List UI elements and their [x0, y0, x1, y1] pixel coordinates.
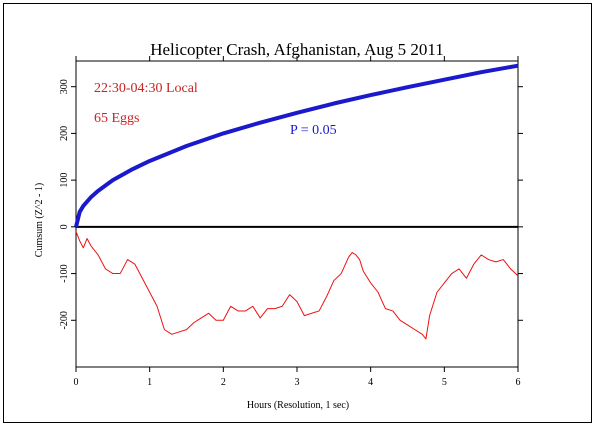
y-tick-label: -200 — [59, 311, 70, 329]
x-tick-label: 0 — [74, 377, 79, 388]
annotation-egg-count: 65 Eggs — [94, 111, 140, 126]
x-tick-label: 4 — [368, 377, 373, 388]
x-tick-label: 1 — [147, 377, 152, 388]
y-tick-label: 200 — [59, 126, 70, 141]
y-tick-label: 300 — [59, 79, 70, 94]
series-line-p-envelope — [74, 63, 519, 228]
chart-svg: Helicopter Crash, Afghanistan, Aug 5 201… — [34, 40, 523, 411]
y-tick-label: 0 — [59, 224, 70, 229]
y-tick-label: -100 — [59, 264, 70, 282]
y-axis-label: Cumsum (Z^2 - 1) — [34, 183, 45, 257]
y-tick-label: 100 — [59, 173, 70, 188]
chart-title: Helicopter Crash, Afghanistan, Aug 5 201… — [150, 40, 444, 59]
x-tick-label: 5 — [442, 377, 447, 388]
series-line-cumulative-deviation — [75, 231, 519, 340]
annotation-time-range: 22:30-04:30 Local — [94, 81, 198, 96]
annotation-p-value: P = 0.05 — [290, 123, 337, 138]
x-tick-label: 6 — [516, 377, 521, 388]
chart-frame: Helicopter Crash, Afghanistan, Aug 5 201… — [3, 3, 592, 423]
x-axis-label: Hours (Resolution, 1 sec) — [247, 400, 349, 411]
plot-area — [75, 60, 519, 368]
x-tick-label: 3 — [295, 377, 300, 388]
x-tick-label: 2 — [221, 377, 226, 388]
